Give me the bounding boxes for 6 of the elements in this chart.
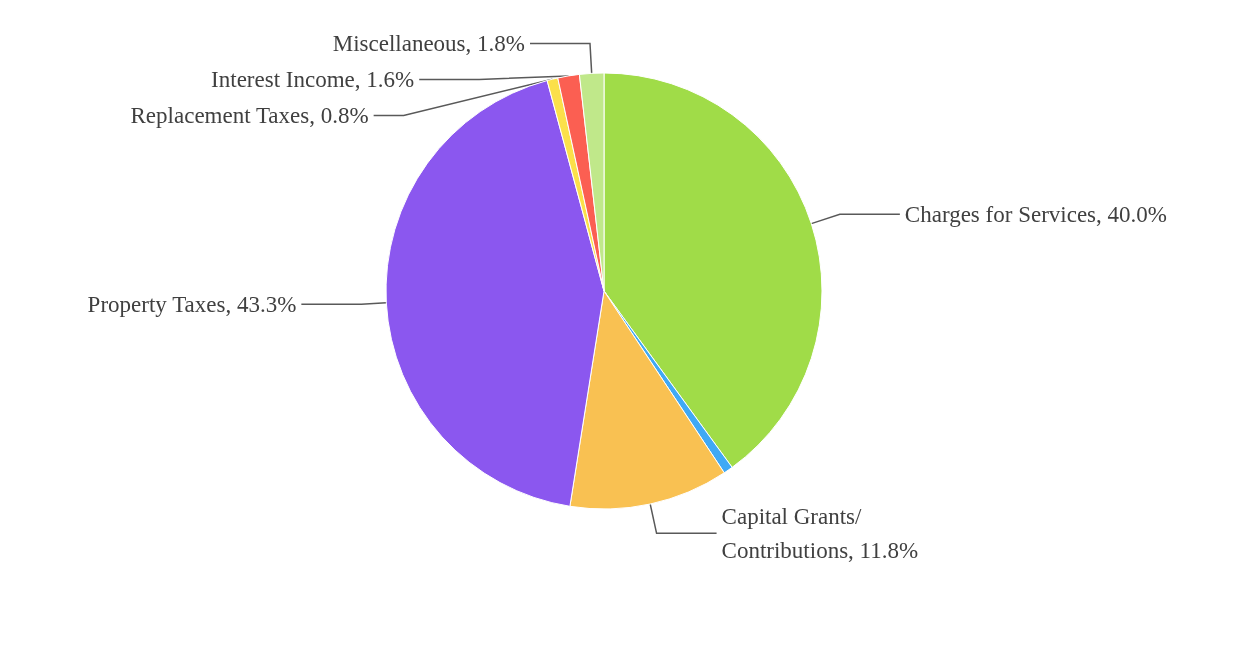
slice-label: Charges for Services, 40.0% [904,201,1167,227]
slice-label: Property Taxes, 43.3% [87,291,297,317]
slice-label: Miscellaneous, 1.8% [332,30,525,56]
slice-label: Capital Grants/Contributions, 11.8% [721,503,919,563]
slice-label: Replacement Taxes, 0.8% [130,102,369,128]
slice-label: Interest Income, 1.6% [211,66,415,92]
